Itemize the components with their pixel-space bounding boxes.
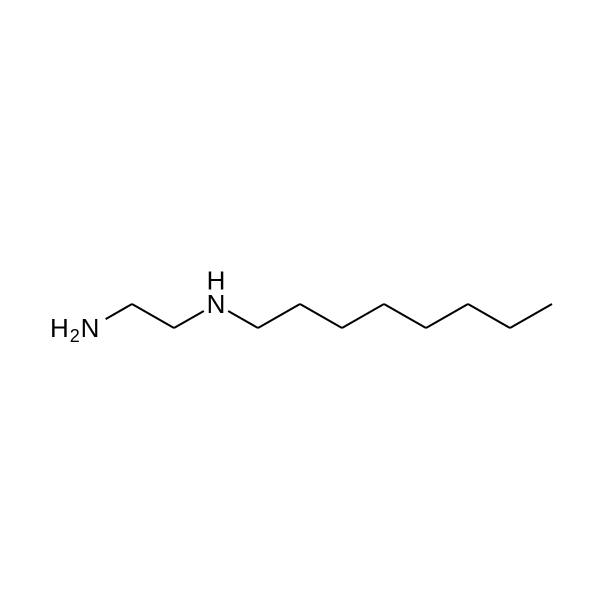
svg-text:N: N — [81, 313, 100, 343]
background — [0, 0, 600, 600]
svg-text:N: N — [207, 289, 226, 319]
svg-text:H: H — [50, 313, 69, 343]
atom-label-N2: HN — [207, 266, 226, 319]
molecule-canvas: H2NHN — [0, 0, 600, 600]
svg-text:2: 2 — [70, 326, 80, 346]
